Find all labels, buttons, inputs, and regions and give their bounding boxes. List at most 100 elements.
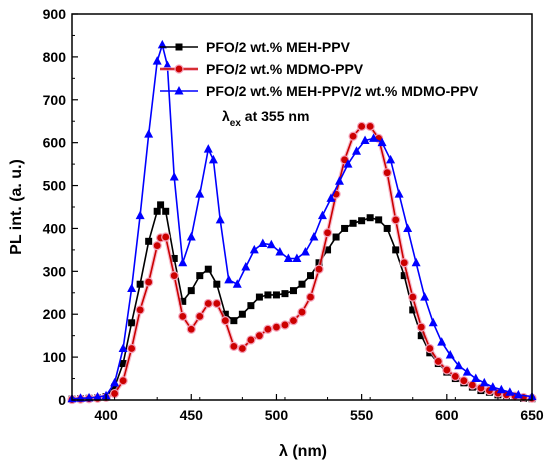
y-axis-title: PL int. (a. u.) [8,159,25,255]
y-tick-label-400: 400 [43,220,67,236]
data-point-1-26 [280,320,290,330]
data-point-2-5 [110,377,120,387]
y-tick-label-700: 700 [43,92,67,108]
data-point-0-18 [213,280,221,288]
legend-label-1: PFO/2 wt.% MDMO-PPV [206,61,364,77]
data-point-1-7 [127,343,137,354]
data-point-1-40 [399,258,409,268]
data-point-1-24 [263,324,273,334]
data-point-2-49 [471,373,481,383]
data-point-2-31 [317,210,327,220]
data-point-2-29 [300,247,310,256]
data-point-1-28 [297,307,307,317]
data-point-0-17 [204,265,212,273]
data-point-1-12 [161,232,171,242]
x-tick-label-400: 400 [94,407,118,423]
x-axis-title: λ (nm) [279,443,327,460]
data-point-2-23 [249,244,259,254]
legend-entry-2: PFO/2 wt.% MEH-PPV/2 wt.% MDMO-PPV [160,83,479,99]
data-point-1-14 [178,311,188,321]
data-point-0-20 [230,317,238,325]
data-point-1-6 [118,376,128,386]
data-point-2-47 [454,360,464,370]
data-point-0-41 [409,306,417,314]
data-point-0-31 [324,246,332,254]
annotation-rest: at 355 nm [241,108,309,124]
data-point-2-53 [505,387,515,396]
legend-swatch-marker [175,43,183,51]
data-point-2-35 [352,146,362,155]
legend-label-2: PFO/2 wt.% MEH-PPV/2 wt.% MDMO-PPV [206,83,479,99]
data-point-1-30 [314,264,324,274]
data-point-2-52 [496,384,506,394]
data-point-2-27 [283,253,293,262]
data-point-1-22 [246,335,256,345]
data-point-2-24 [258,238,268,247]
excitation-annotation: λex at 355 nm [222,108,309,129]
data-point-0-21 [238,310,246,318]
data-point-0-25 [272,291,280,299]
data-point-1-41 [408,292,418,302]
data-point-2-12 [162,60,172,69]
data-point-1-25 [271,322,282,332]
data-point-2-43 [420,292,430,301]
x-tick-label-500: 500 [265,407,289,423]
axis-layer: 400 450 500 550 600 650 0 100 200 300 400 500 600 700… [43,6,544,423]
data-point-1-43 [425,343,435,354]
y-tick-label-800: 800 [43,49,67,65]
data-point-0-7 [128,319,136,327]
y-tick-label-200: 200 [43,306,67,322]
data-point-1-10 [152,241,162,251]
data-point-2-26 [275,247,285,256]
data-point-1-45 [442,365,452,375]
data-point-2-8 [135,210,145,220]
annotation-subscript: ex [230,118,242,129]
data-point-2-13 [169,171,179,181]
data-point-2-20 [224,274,234,284]
data-point-0-19 [221,310,229,318]
data-point-1-31 [322,228,333,238]
data-point-2-32 [326,193,336,202]
legend-entry-1: PFO/2 wt.% MDMO-PPV [160,61,364,77]
data-point-1-16 [195,311,205,321]
data-point-0-22 [247,302,255,310]
data-point-0-29 [307,272,315,280]
annotation-lambda: λ [222,108,230,124]
data-point-1-23 [254,331,265,341]
legend-swatch-marker [174,64,184,74]
data-point-2-14 [178,257,188,267]
data-point-1-18 [212,298,222,309]
data-point-0-33 [341,224,349,232]
data-point-1-13 [169,271,179,281]
data-point-0-12 [162,207,170,215]
data-point-0-8 [136,280,144,288]
data-point-1-8 [135,305,145,315]
data-point-0-35 [358,217,366,225]
data-point-0-42 [417,332,425,340]
data-point-2-41 [403,223,413,232]
data-point-1-17 [203,298,213,309]
data-point-1-39 [391,215,401,225]
data-point-0-10 [153,207,161,215]
data-point-0-6 [119,360,127,368]
data-point-2-22 [241,262,251,271]
y-tick-label-0: 0 [58,392,66,408]
data-point-2-50 [479,377,489,387]
data-point-0-37 [375,216,383,224]
data-point-0-14 [179,297,187,305]
data-point-1-15 [186,324,196,334]
data-point-2-44 [428,317,438,327]
x-tick-label-450: 450 [180,407,204,423]
y-tick-label-900: 900 [43,6,67,22]
y-tick-label-600: 600 [43,135,67,151]
data-point-0-23 [255,293,263,301]
data-point-1-36 [365,121,375,131]
data-point-2-46 [445,349,455,359]
data-point-2-10 [152,56,162,65]
data-point-1-48 [467,380,477,390]
data-point-2-30 [309,232,319,241]
data-point-2-51 [488,382,498,391]
data-point-0-27 [289,287,297,295]
data-point-2-21 [232,279,242,288]
